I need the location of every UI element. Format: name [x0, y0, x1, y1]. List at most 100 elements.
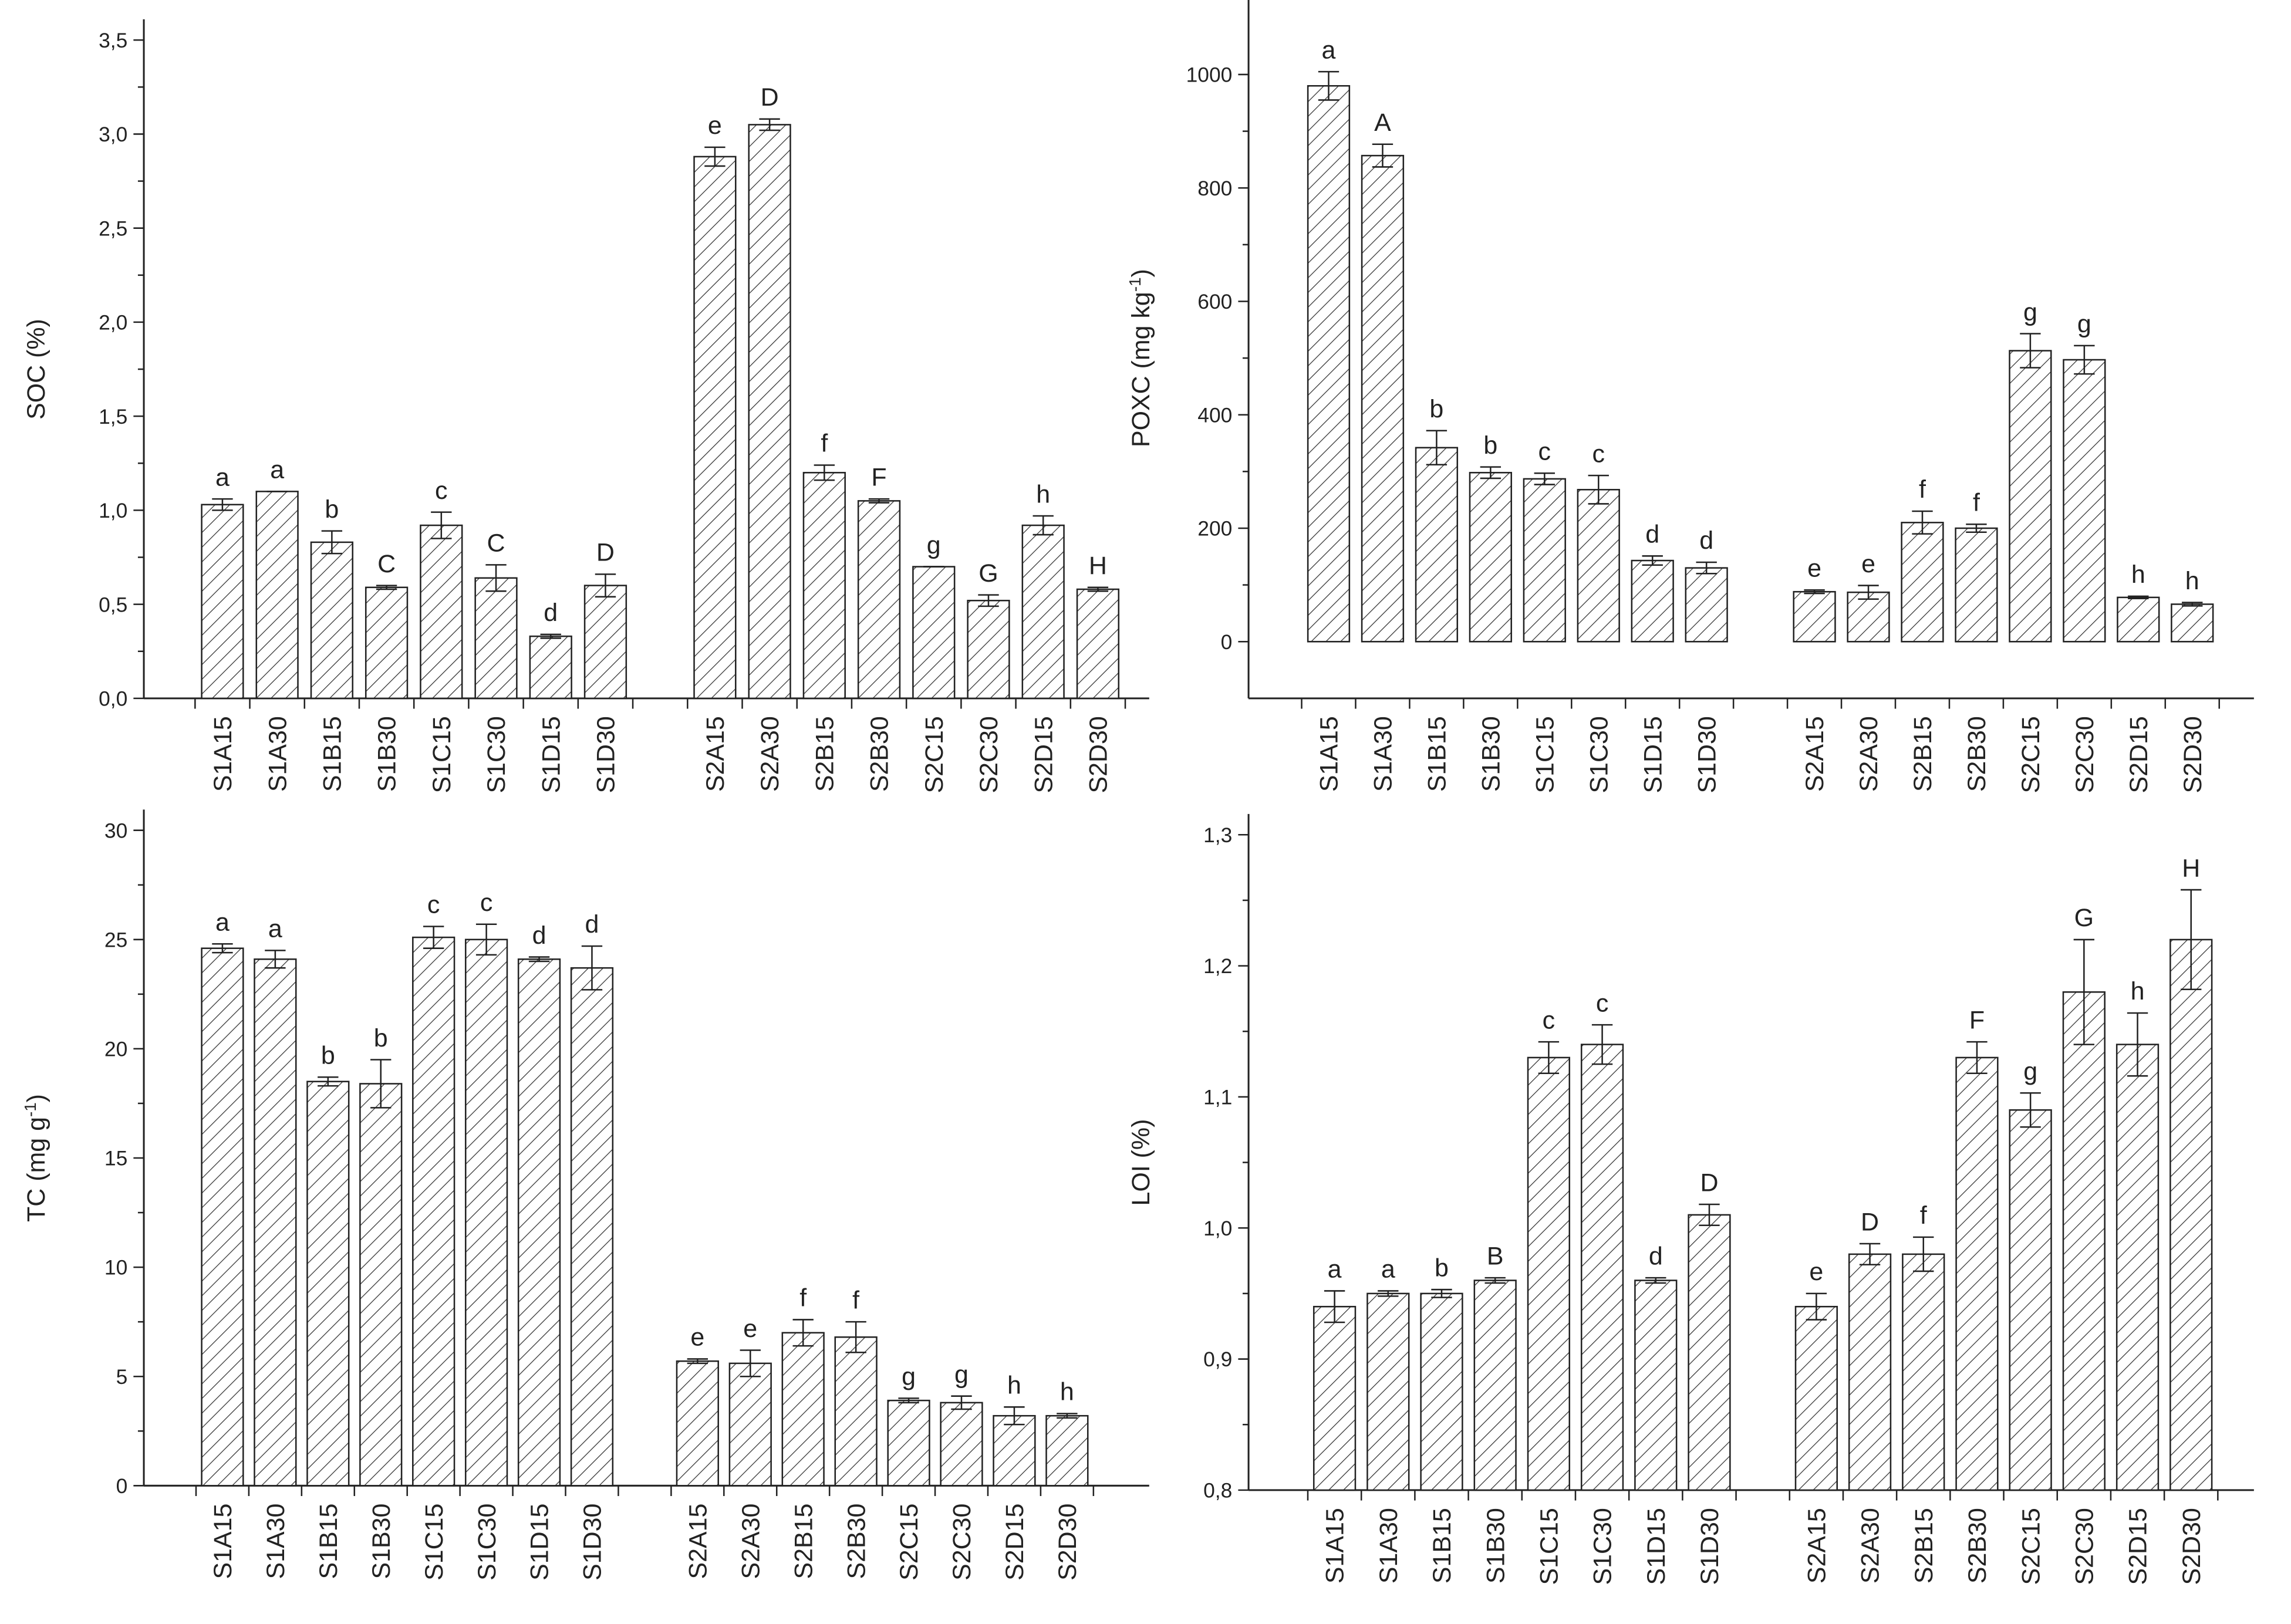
- x-tick-label: S1B30: [373, 716, 401, 792]
- significance-letter: g: [2023, 298, 2037, 326]
- y-tick-label: 1,0: [99, 499, 127, 522]
- x-tick-label: S2D15: [1030, 716, 1058, 793]
- y-tick-label: 0,8: [1203, 1480, 1232, 1503]
- x-tick-label: S1C30: [473, 1504, 501, 1581]
- x-tick-label: S2B15: [1909, 716, 1937, 792]
- y-tick-label: 0: [1221, 631, 1233, 654]
- x-tick-label: S1C30: [483, 716, 511, 793]
- significance-letter: B: [1487, 1242, 1504, 1270]
- error-bar: [1480, 466, 1502, 480]
- bar: [1580, 1044, 1624, 1491]
- error-bar: [370, 1059, 392, 1109]
- significance-letter: f: [1973, 488, 1980, 516]
- x-tick-label: S1C15: [428, 716, 456, 793]
- significance-letter: g: [902, 1363, 916, 1391]
- bar: [365, 586, 409, 700]
- bar: [1045, 1414, 1089, 1487]
- error-bar: [581, 945, 603, 991]
- bar: [857, 500, 901, 700]
- x-tick-label: S2A30: [737, 1504, 765, 1579]
- x-tick-label: S2A30: [1857, 1508, 1885, 1584]
- y-axis-label-part: ): [22, 1094, 50, 1102]
- error-bar: [2127, 1012, 2148, 1077]
- bar: [570, 967, 614, 1487]
- y-tick-label: 25: [104, 929, 127, 951]
- error-bar: [1372, 143, 1394, 168]
- bar: [1901, 522, 1944, 643]
- significance-letter: a: [268, 915, 282, 943]
- bar: [2115, 1044, 2160, 1491]
- bar: [1794, 1305, 1838, 1491]
- bar: [1307, 85, 1351, 643]
- x-tick-label: S2A15: [684, 1504, 712, 1579]
- error-bar: [1534, 472, 1555, 485]
- y-tick-label: 15: [104, 1147, 127, 1170]
- x-tick-label: S2D15: [1001, 1504, 1029, 1581]
- bar: [1577, 489, 1620, 643]
- significance-letter: D: [761, 83, 779, 112]
- x-tick-label: S2A15: [1801, 716, 1829, 792]
- y-tick-label: 3,5: [99, 29, 127, 52]
- significance-letter: e: [690, 1323, 704, 1352]
- x-tick-label: S1A30: [264, 716, 292, 792]
- error-bar: [1033, 515, 1054, 536]
- error-bar: [814, 464, 835, 481]
- x-tick-label: S1B30: [1482, 1508, 1510, 1584]
- bar: [1848, 1253, 1892, 1491]
- significance-letter: a: [1322, 36, 1336, 64]
- x-tick-label: S1A15: [1321, 1508, 1349, 1584]
- significance-letter: G: [979, 559, 998, 588]
- error-bar: [1804, 589, 1825, 595]
- significance-letter: g: [2023, 1057, 2037, 1085]
- x-tick-label: S1B15: [319, 716, 347, 792]
- error-bar: [321, 530, 343, 555]
- bar: [2117, 596, 2160, 643]
- x-tick-label: S1D30: [579, 1504, 607, 1581]
- y-tick-label: 10: [104, 1257, 127, 1279]
- bar: [2009, 1109, 2052, 1491]
- x-tick-label: S1D15: [1642, 1508, 1671, 1585]
- y-axis-label-part: -1: [1125, 277, 1143, 292]
- bar: [2171, 603, 2214, 643]
- error-bar: [475, 923, 497, 956]
- significance-letter: A: [1374, 109, 1391, 137]
- x-tick-label: S1B30: [1477, 716, 1506, 792]
- y-axis-label-part: POXC (mg kg: [1127, 292, 1155, 447]
- error-bar: [1318, 70, 1339, 101]
- x-tick-label: S1C15: [1531, 716, 1559, 793]
- x-tick-label: S2A30: [756, 716, 784, 792]
- significance-letter: e: [1809, 1258, 1823, 1286]
- x-tick-label: S2B15: [1910, 1508, 1938, 1584]
- bar: [1366, 1292, 1410, 1491]
- significance-letter: a: [1381, 1255, 1395, 1284]
- y-tick-label: 1,0: [1203, 1217, 1232, 1240]
- x-tick-label: S1C15: [1536, 1508, 1564, 1585]
- y-tick-label: 5: [116, 1366, 128, 1389]
- bar: [1361, 154, 1405, 643]
- error-bar: [759, 118, 780, 131]
- bar: [517, 958, 561, 1487]
- significance-letter: f: [852, 1286, 859, 1314]
- y-tick-label: 20: [104, 1038, 127, 1061]
- bar: [1527, 1056, 1571, 1491]
- x-tick-label: S2C15: [2017, 716, 2045, 793]
- significance-letter: C: [377, 550, 396, 578]
- x-tick-label: S2C15: [2017, 1508, 2045, 1585]
- y-tick-label: 1,3: [1203, 824, 1232, 847]
- x-tick-label: S1A30: [1375, 1508, 1403, 1584]
- significance-letter: h: [2185, 567, 2199, 595]
- error-bar: [951, 1395, 972, 1410]
- x-tick-label: S1A30: [1369, 716, 1398, 792]
- error-bar: [1426, 430, 1448, 466]
- significance-letter: f: [799, 1284, 807, 1312]
- error-bar: [2073, 938, 2095, 1045]
- bar: [1688, 1214, 1731, 1491]
- significance-letter: b: [321, 1042, 335, 1070]
- bar: [1523, 478, 1566, 643]
- error-bar: [212, 943, 233, 954]
- x-tick-label: S2C30: [2070, 1508, 2098, 1585]
- error-bar: [1484, 1277, 1506, 1284]
- significance-letter: d: [585, 910, 599, 938]
- significance-letter: D: [1861, 1208, 1879, 1236]
- significance-letter: g: [954, 1360, 969, 1389]
